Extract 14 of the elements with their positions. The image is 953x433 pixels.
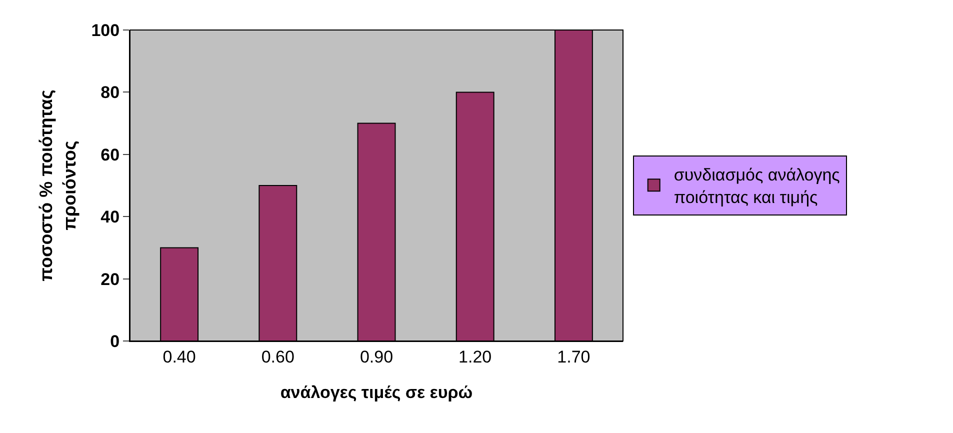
y-tick-label: 0 (110, 332, 120, 351)
y-tick-label: 80 (100, 83, 120, 102)
x-axis-title: ανάλογες τιμές σε ευρώ (280, 382, 473, 402)
x-tick-label: 0.90 (360, 347, 394, 366)
y-tick-label: 60 (100, 145, 120, 164)
y-axis-title: ποσοστό % ποιότητας προιόντος (36, 90, 80, 282)
legend-label: συνδιασμός ανάλογης ποιότητας και τιμής (674, 166, 840, 207)
y-tick-label: 40 (100, 208, 120, 227)
x-tick-label: 1.20 (458, 347, 492, 366)
y-tick-label: 20 (100, 270, 120, 289)
x-tick-label: 0.40 (162, 347, 196, 366)
x-tick-label: 0.60 (261, 347, 294, 366)
y-tick-label: 100 (91, 20, 120, 40)
x-tick-label: 1.70 (557, 347, 590, 366)
